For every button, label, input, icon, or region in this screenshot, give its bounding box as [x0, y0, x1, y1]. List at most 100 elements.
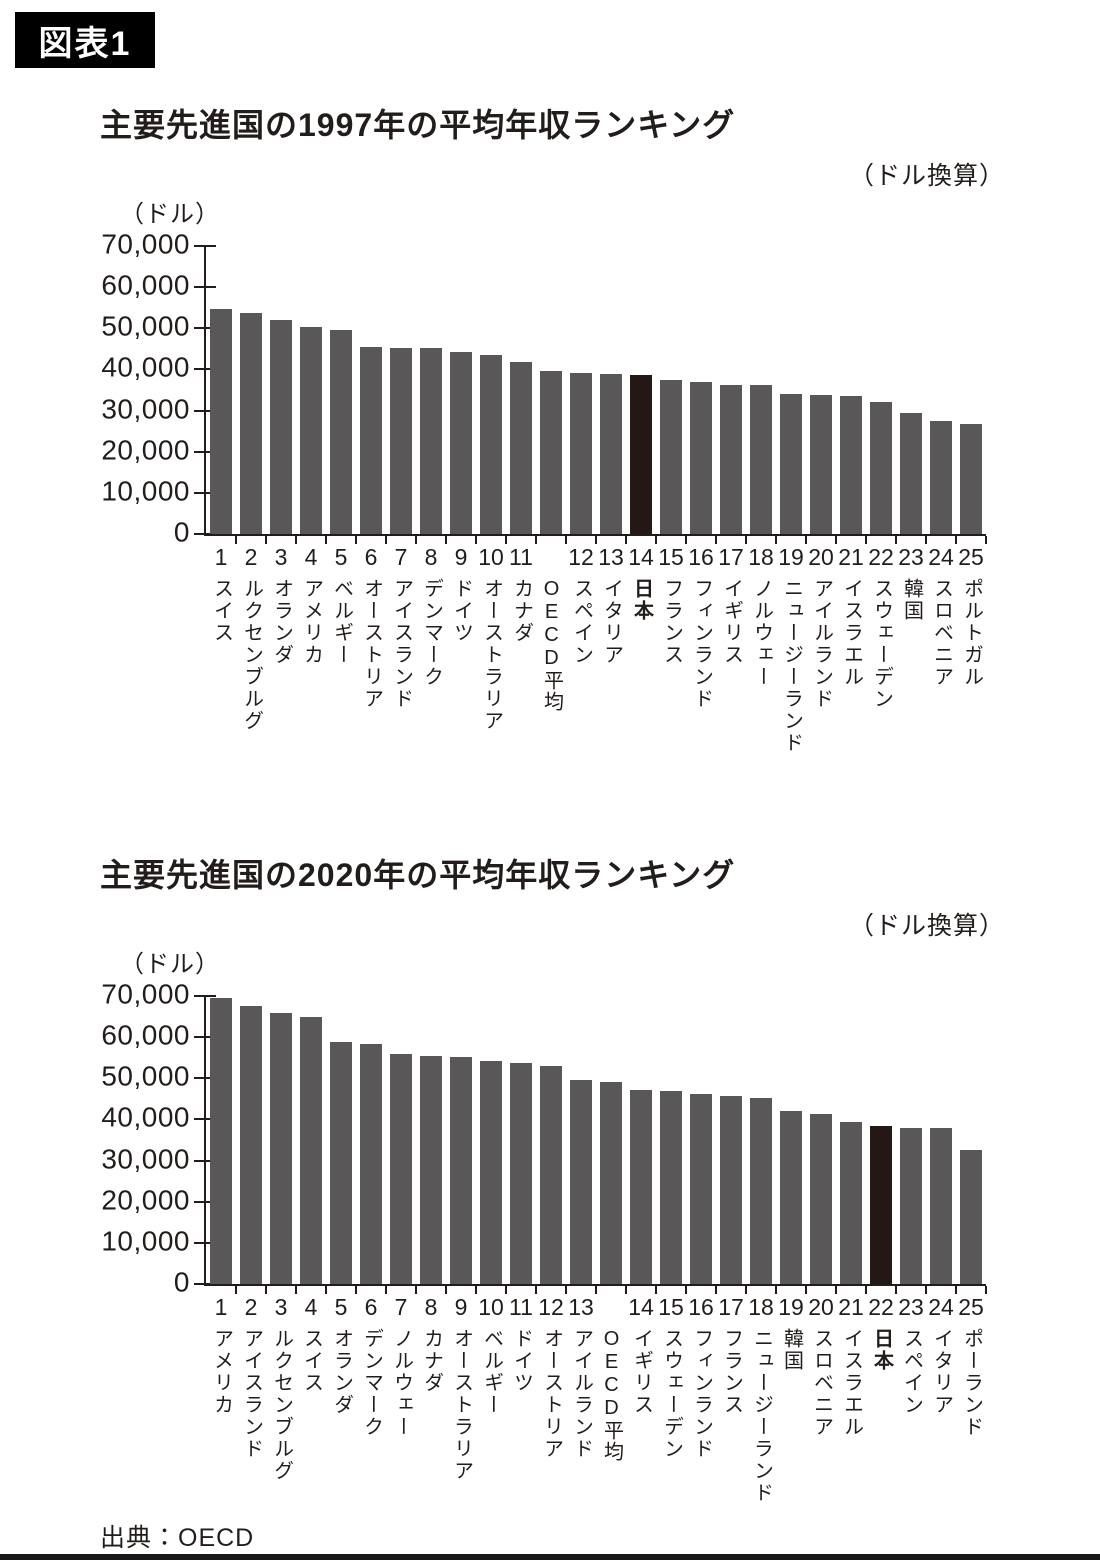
x-country-label: カナダ: [510, 578, 533, 644]
x-rank-label: 7: [394, 544, 408, 570]
x-rank-label: 17: [718, 1294, 744, 1320]
bar-plot-2020: 70,000 60,000 50,000 40,000 30,000 20,000 10,0…: [101, 978, 987, 1504]
x-rank-label: 24: [928, 1294, 954, 1320]
x-rank-label: 15: [658, 1294, 684, 1320]
x-rank-label: 16: [688, 544, 714, 570]
x-country-label: フランス: [660, 578, 683, 666]
y-tick-mark: [194, 409, 216, 412]
bar: [840, 396, 862, 534]
x-country-label: フィンランド: [690, 1328, 713, 1460]
x-rank-label: 11: [509, 1294, 533, 1320]
currency-note: （ドル換算）: [848, 162, 1005, 190]
x-country-row: スイス ルクセンブルグ オランダ アメリカ ベルギー オーストリア アイスランド デンマークド…: [206, 578, 986, 754]
bar: [210, 309, 232, 534]
x-country-slot: ドイツ: [446, 578, 476, 644]
bar-slot: [266, 246, 297, 544]
x-rank-label: 2: [244, 1294, 258, 1320]
y-tick-label: 0: [173, 516, 190, 548]
bar: [660, 380, 682, 534]
bar-plot-1997: 70,000 60,000 50,000 40,000 30,000 20,000 10,0…: [101, 228, 987, 754]
x-country-slot: オーストラリア: [476, 578, 506, 732]
bar-slot: [206, 246, 237, 544]
bars-row: [206, 996, 987, 1294]
x-country-slot: アイルランド: [806, 578, 836, 710]
bar: [570, 1080, 592, 1284]
bar: [450, 352, 472, 534]
bar-slot: [716, 996, 747, 1294]
bar-slot: [806, 996, 837, 1294]
bar: [510, 362, 532, 534]
bar-slot: [716, 246, 747, 544]
x-country-label: 日本: [630, 578, 653, 622]
bar-slot: [746, 996, 777, 1294]
bar-slot: [476, 246, 507, 544]
chart-2020: 主要先進国の2020年の平均年収ランキング （ドル換算） （ドル） 70,000…: [0, 850, 1100, 1550]
y-tick-mark: [194, 491, 216, 494]
x-rank-label: 19: [778, 1294, 804, 1320]
y-tick-mark: [194, 450, 216, 453]
x-country-slot: イギリス: [716, 578, 746, 666]
y-tick-mark: [194, 245, 216, 247]
x-country-slot: フィンランド: [686, 1328, 716, 1460]
x-country-label: ポルトガル: [960, 578, 983, 688]
y-tick-label: 0: [173, 1266, 190, 1298]
x-rank-label: 21: [838, 1294, 864, 1320]
bar-slot: [776, 246, 807, 544]
bar-slot: [536, 996, 567, 1294]
x-country-label: ニュージーランド: [750, 1328, 773, 1504]
x-country-slot: ポーランド: [956, 1328, 986, 1438]
x-country-label: ベルギー: [480, 1328, 503, 1416]
bar: [270, 320, 292, 534]
x-country-label: ルクセンブルグ: [270, 1328, 293, 1482]
x-country-label: オランダ: [270, 578, 293, 666]
x-country-slot: ベルギー: [326, 578, 356, 666]
bar-slot: [956, 246, 987, 544]
bar-slot: [656, 246, 687, 544]
x-country-label: OECD平均: [600, 1328, 623, 1462]
x-rank-label: 3: [274, 544, 288, 570]
y-tick-label: 40,000: [101, 351, 190, 383]
bar-slot: [266, 996, 297, 1294]
x-country-slot: 韓国: [896, 578, 926, 622]
x-country-label: オーストリア: [540, 1328, 563, 1460]
chart-title-2020: 主要先進国の2020年の平均年収ランキング: [100, 857, 736, 893]
bar: [630, 1090, 652, 1284]
x-rank-label: 9: [454, 1294, 468, 1320]
y-tick-label: 20,000: [101, 434, 190, 466]
x-country-slot: スペイン: [566, 578, 596, 666]
bar: [720, 1096, 742, 1284]
bar: [390, 348, 412, 534]
bar: [270, 1013, 292, 1284]
bar-slot: [566, 996, 597, 1294]
bar-slot: [236, 996, 267, 1294]
x-rank-label: 25: [958, 1294, 984, 1320]
x-rank-label: 2: [244, 544, 258, 570]
bar: [540, 1066, 562, 1284]
figure-badge: 図表1: [15, 12, 155, 68]
bar: [780, 394, 802, 534]
x-country-slot: イスラエル: [836, 1328, 866, 1438]
bar-slot: [506, 246, 537, 544]
x-country-slot: スロベニア: [926, 578, 956, 688]
y-tick-mark: [194, 1241, 216, 1244]
x-rank-label: 23: [898, 1294, 924, 1320]
x-country-label: スペイン: [900, 1328, 923, 1416]
chart-1997: 主要先進国の1997年の平均年収ランキング （ドル換算） （ドル） 70,000…: [0, 100, 1100, 845]
y-tick-label: 40,000: [101, 1101, 190, 1133]
bar: [540, 371, 562, 534]
x-rank-label: 22: [868, 1294, 894, 1320]
x-country-label: カナダ: [420, 1328, 443, 1394]
x-country-slot: スロベニア: [806, 1328, 836, 1438]
bottom-rule: [0, 1554, 1100, 1560]
bar-slot: [356, 246, 387, 544]
x-country-label: OECD平均: [540, 578, 563, 712]
bar: [210, 998, 232, 1284]
x-rank-label: 18: [748, 1294, 774, 1320]
x-rank-label: 16: [688, 1294, 714, 1320]
bar-slot: [866, 996, 897, 1294]
currency-note: （ドル換算）: [848, 912, 1005, 940]
x-country-label: アイスランド: [240, 1328, 263, 1460]
y-tick-label: 20,000: [101, 1184, 190, 1216]
y-tick-mark: [194, 1159, 216, 1162]
bar: [900, 1128, 922, 1284]
